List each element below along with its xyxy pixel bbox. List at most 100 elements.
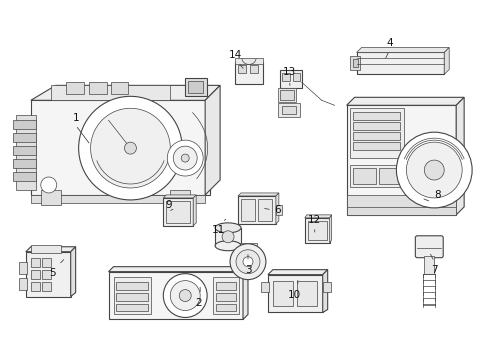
Bar [261, 282, 269, 292]
Bar [353, 132, 400, 140]
Text: 1: 1 [73, 113, 79, 123]
Bar [31, 245, 61, 253]
Bar [308, 221, 327, 240]
Bar [108, 272, 243, 319]
Bar [278, 103, 300, 117]
Circle shape [396, 132, 472, 208]
Bar [188, 81, 203, 93]
Bar [250, 66, 258, 73]
Bar [215, 228, 241, 246]
Bar [282, 73, 290, 81]
Bar [31, 100, 210, 195]
Circle shape [167, 140, 203, 176]
Bar [323, 282, 331, 292]
Bar [349, 57, 360, 71]
Bar [297, 280, 317, 306]
Polygon shape [276, 193, 279, 224]
Ellipse shape [215, 241, 241, 251]
Bar [66, 82, 84, 94]
Bar [346, 207, 456, 215]
Bar [235, 58, 263, 64]
Circle shape [163, 274, 207, 318]
Bar [239, 243, 257, 251]
Text: 3: 3 [245, 265, 251, 275]
Bar [353, 122, 400, 130]
Bar [216, 303, 236, 311]
Bar [278, 88, 296, 102]
Bar [349, 165, 404, 187]
Circle shape [78, 96, 182, 200]
Text: 6: 6 [274, 205, 281, 215]
Bar [42, 270, 51, 279]
Bar [13, 133, 36, 142]
Polygon shape [108, 267, 248, 272]
Polygon shape [323, 270, 328, 312]
Circle shape [179, 289, 191, 302]
Polygon shape [305, 215, 332, 218]
Polygon shape [238, 193, 279, 196]
Bar [238, 66, 246, 73]
Circle shape [243, 257, 253, 267]
Polygon shape [330, 215, 332, 243]
Polygon shape [163, 195, 196, 198]
Polygon shape [31, 85, 220, 100]
Bar [216, 293, 236, 301]
Bar [305, 218, 330, 243]
Bar [357, 53, 444, 75]
Bar [117, 282, 148, 289]
Ellipse shape [215, 223, 241, 233]
Circle shape [230, 244, 266, 280]
Bar [353, 142, 400, 150]
Text: 9: 9 [165, 200, 172, 210]
Bar [31, 258, 40, 267]
Bar [111, 82, 128, 94]
Bar [89, 82, 106, 94]
Text: 8: 8 [434, 190, 441, 200]
Bar [13, 120, 36, 129]
Bar [258, 199, 272, 221]
Bar [31, 270, 40, 279]
Bar [117, 293, 148, 301]
Bar [166, 201, 190, 223]
Polygon shape [346, 97, 464, 105]
Bar [280, 90, 294, 100]
Polygon shape [243, 267, 248, 319]
Bar [19, 262, 27, 274]
Polygon shape [357, 48, 449, 53]
Polygon shape [444, 48, 449, 75]
Polygon shape [456, 97, 464, 215]
Bar [163, 198, 193, 226]
Circle shape [91, 108, 171, 188]
Bar [213, 276, 239, 315]
Bar [235, 62, 263, 84]
FancyBboxPatch shape [416, 236, 443, 258]
Circle shape [171, 280, 200, 310]
Bar [13, 146, 36, 155]
Bar [31, 282, 40, 291]
Polygon shape [268, 270, 328, 275]
Bar [31, 195, 205, 203]
Bar [353, 168, 376, 184]
Bar [349, 108, 404, 158]
Bar [346, 195, 456, 210]
Bar [353, 112, 400, 120]
Bar [42, 282, 51, 291]
Circle shape [124, 142, 136, 154]
Polygon shape [193, 195, 196, 226]
Circle shape [41, 177, 57, 193]
Bar [13, 172, 36, 181]
Polygon shape [205, 85, 220, 195]
Bar [282, 106, 296, 114]
Bar [42, 258, 51, 267]
Bar [268, 275, 323, 312]
Bar [185, 78, 207, 96]
Polygon shape [71, 247, 75, 297]
Circle shape [406, 142, 462, 198]
Bar [293, 73, 300, 81]
Bar [280, 71, 302, 88]
Circle shape [236, 250, 260, 274]
Text: 10: 10 [288, 289, 301, 300]
Bar [241, 199, 255, 221]
Text: 14: 14 [228, 50, 242, 60]
Circle shape [173, 146, 197, 170]
